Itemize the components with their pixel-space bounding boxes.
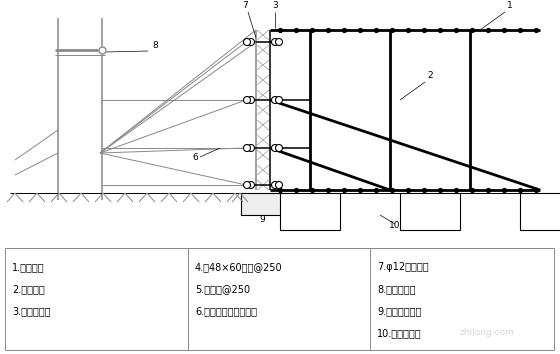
Circle shape [248, 97, 254, 103]
Text: 2: 2 [427, 71, 433, 80]
Text: 10.混凝土管框: 10.混凝土管框 [377, 328, 422, 338]
Circle shape [276, 182, 282, 188]
Circle shape [272, 97, 278, 103]
Text: 7.φ12对拉螺栓: 7.φ12对拉螺栓 [377, 262, 428, 272]
Text: 6: 6 [192, 153, 198, 162]
Text: 3: 3 [272, 1, 278, 10]
Circle shape [248, 182, 254, 188]
Circle shape [244, 97, 250, 103]
Circle shape [276, 144, 282, 152]
Bar [5, 248, 554, 350]
Circle shape [272, 144, 278, 152]
Text: 5.脚手管@250: 5.脚手管@250 [195, 284, 250, 294]
Circle shape [276, 39, 282, 46]
Circle shape [244, 182, 250, 188]
Bar [280, 193, 340, 230]
Text: 7: 7 [242, 1, 248, 10]
Text: 1.受力钉筋: 1.受力钉筋 [12, 262, 45, 272]
Text: 8.脚手管支撑: 8.脚手管支撑 [377, 284, 416, 294]
Bar [400, 193, 460, 230]
Text: 9: 9 [259, 215, 265, 224]
Text: 10: 10 [389, 221, 401, 230]
Text: 6.脚手管（横向围标）: 6.脚手管（横向围标） [195, 306, 257, 316]
Text: 4.（48×60木方@250: 4.（48×60木方@250 [195, 262, 283, 272]
Text: 2.钉筋支架: 2.钉筋支架 [12, 284, 45, 294]
Circle shape [248, 144, 254, 152]
Circle shape [244, 39, 250, 46]
Circle shape [276, 97, 282, 103]
Bar [241, 193, 281, 215]
Circle shape [244, 144, 250, 152]
Bar [520, 193, 560, 230]
Text: 8: 8 [152, 41, 158, 50]
Circle shape [272, 39, 278, 46]
Text: 1: 1 [507, 1, 513, 10]
Text: 3.双面覆膜板: 3.双面覆膜板 [12, 306, 50, 316]
Circle shape [272, 182, 278, 188]
Text: zhilong.com: zhilong.com [460, 328, 515, 337]
Text: 9.混凝土垫层面: 9.混凝土垫层面 [377, 306, 421, 316]
Circle shape [248, 39, 254, 46]
